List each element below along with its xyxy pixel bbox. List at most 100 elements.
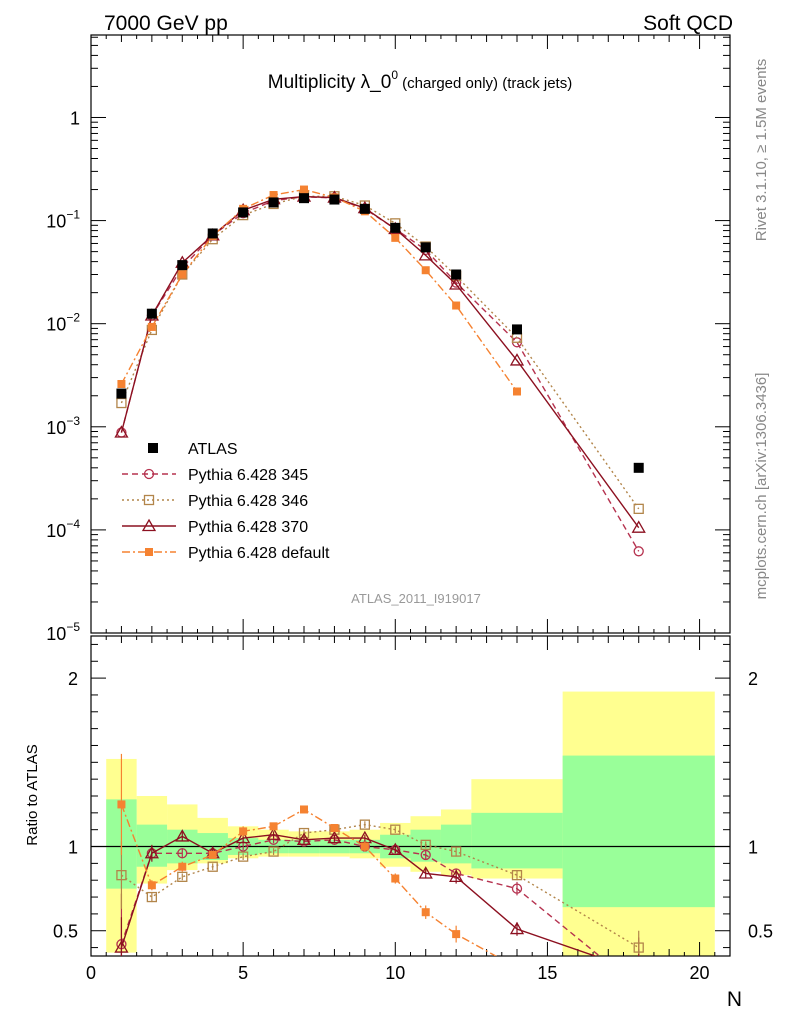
category-label: Soft QCD: [643, 12, 733, 35]
ratio-marker: [300, 805, 308, 814]
ratio-y-tick-label: 2: [68, 669, 78, 689]
data-point: [268, 197, 279, 208]
data-point: [359, 203, 370, 214]
x-tick-label: 5: [238, 963, 248, 983]
y-tick-label: 10−3: [46, 414, 80, 438]
ratio-y-tick-label: 0.5: [53, 922, 78, 942]
x-tick-label: 0: [86, 963, 96, 983]
plot-title-sub: (charged only) (track jets): [398, 75, 572, 92]
ratio-marker: [421, 908, 430, 917]
ratio-marker: [450, 846, 462, 857]
y-tick-exponent: −4: [66, 517, 80, 531]
ratio-marker: [391, 874, 400, 883]
series-marker: [633, 503, 644, 515]
stat-uncertainty-band: [440, 824, 472, 864]
data-point: [146, 308, 157, 319]
y-tick-exponent: −2: [66, 311, 80, 325]
data-point: [177, 260, 188, 271]
x-axis-label: N: [727, 988, 742, 1011]
ratio-marker: [420, 849, 431, 861]
ratio-marker: [634, 984, 643, 993]
ratio-marker: [359, 819, 371, 830]
series-marker: [631, 520, 646, 533]
ratio-marker: [239, 827, 248, 836]
series-marker: [391, 233, 400, 242]
series-line: [120, 196, 640, 552]
ratio-marker: [452, 930, 461, 939]
ratio-marker: [147, 881, 156, 890]
y-tick-label: 1: [70, 108, 80, 128]
ratio-marker: [208, 850, 217, 859]
y-tick-base: 10: [46, 521, 66, 541]
ratio-marker: [511, 870, 523, 881]
ratio-marker: [236, 830, 251, 844]
legend-marker: [143, 494, 155, 506]
mcplots-label: mcplots.cern.ch [arXiv:1306.3436]: [753, 373, 770, 600]
y-tick-label: 10−2: [46, 311, 80, 335]
data-point: [451, 269, 462, 280]
series-line: [120, 195, 640, 529]
data-point: [420, 242, 431, 253]
ratio-marker: [269, 822, 278, 831]
stat-uncertainty-band: [471, 812, 563, 869]
legend-label: Pythia 6.428 370: [188, 519, 308, 536]
ratio-marker: [633, 942, 644, 953]
data-point: [207, 228, 218, 239]
series-marker: [509, 353, 525, 366]
plot-title-main: Multiplicity λ_0: [268, 72, 392, 93]
series-marker: [513, 387, 521, 396]
legend-label-data: ATLAS: [188, 441, 238, 458]
ratio-marker: [296, 832, 312, 845]
y-tick-base: 10: [46, 418, 66, 438]
data-point: [238, 207, 249, 218]
ratio-marker: [207, 861, 218, 872]
legend-label: Pythia 6.428 345: [188, 467, 308, 484]
y-tick-exponent: −3: [66, 414, 80, 428]
ratio-marker: [175, 829, 190, 842]
data-point: [633, 462, 644, 473]
ratio-marker: [449, 869, 464, 882]
ratio-marker: [117, 800, 126, 809]
ratio-marker: [509, 921, 525, 935]
data-point: [390, 222, 401, 233]
ratio-marker: [268, 846, 279, 857]
y-tick-base: 10: [46, 212, 66, 232]
y-tick-base: 10: [46, 624, 66, 644]
y-tick-base: 10: [46, 315, 66, 335]
analysis-label: ATLAS_2011_I919017: [351, 591, 481, 606]
y-tick-label: 10−5: [46, 620, 80, 644]
main-series-layer: [114, 185, 646, 557]
ratio-y-tick-label: 1: [68, 838, 78, 858]
ratio-marker: [114, 940, 129, 953]
legend-marker: [143, 468, 155, 480]
legend-label: Pythia 6.428 346: [188, 493, 308, 510]
ratio-marker: [177, 848, 188, 859]
y-tick-label: 10−4: [46, 517, 80, 541]
series-marker: [449, 277, 464, 290]
data-point: [116, 388, 127, 399]
series-marker: [117, 380, 126, 389]
legend-marker: [145, 548, 153, 556]
x-tick-label: 20: [690, 963, 710, 983]
ratio-marker: [388, 842, 403, 856]
series-line: [120, 195, 640, 510]
series-line: [120, 188, 518, 392]
data-point: [299, 193, 309, 204]
ratio-marker: [360, 842, 369, 851]
y-tick-exponent: −1: [66, 208, 80, 222]
ratio-marker: [266, 827, 281, 840]
y-tick-exponent: −5: [66, 620, 80, 634]
ratio-marker: [177, 871, 188, 882]
ratio-marker: [237, 851, 249, 862]
ratio-marker: [144, 845, 159, 859]
ratio-marker: [116, 870, 127, 881]
series-marker: [452, 301, 461, 310]
series-marker: [178, 270, 187, 279]
plot-title-sup: 0: [391, 68, 398, 82]
ratio-marker: [418, 866, 433, 879]
ratio-y-tick-label-right: 0.5: [748, 922, 773, 942]
legend-marker-data: [148, 443, 158, 453]
ratio-ylabel: Ratio to ATLAS: [24, 744, 41, 845]
ratio-series-layer: [114, 753, 644, 993]
